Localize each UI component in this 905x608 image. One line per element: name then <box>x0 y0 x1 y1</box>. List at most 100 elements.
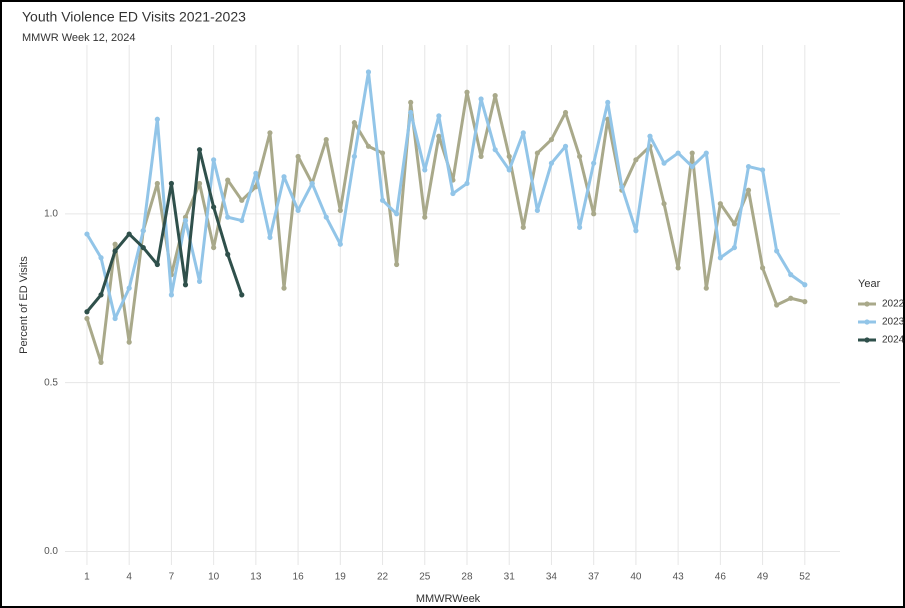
x-tick-label: 19 <box>335 572 347 583</box>
data-point <box>717 255 723 261</box>
data-point <box>365 143 372 149</box>
data-point <box>675 150 681 156</box>
data-point <box>422 167 428 173</box>
legend-label: 2023 <box>882 317 905 328</box>
data-point <box>225 214 231 220</box>
data-point <box>802 299 808 305</box>
legend-label: 2022 <box>882 299 905 310</box>
data-point <box>211 244 217 251</box>
data-point <box>225 251 231 257</box>
x-tick-label: 40 <box>630 572 642 583</box>
data-point <box>225 177 231 183</box>
data-point <box>577 224 583 230</box>
x-tick-label: 25 <box>419 572 431 583</box>
chart-subtitle: MMWR Week 12, 2024 <box>22 32 136 44</box>
data-point <box>84 315 90 322</box>
data-point <box>323 214 329 220</box>
data-point <box>239 217 245 224</box>
data-point <box>98 359 104 366</box>
data-point <box>394 211 400 217</box>
data-point <box>295 207 301 214</box>
legend-title: Year <box>858 278 881 290</box>
data-point <box>168 292 175 298</box>
data-point <box>154 180 160 187</box>
data-point <box>464 180 470 187</box>
data-point <box>506 167 512 173</box>
x-tick-label: 7 <box>169 572 175 583</box>
data-point <box>211 157 217 163</box>
data-point <box>140 228 146 234</box>
data-point <box>196 147 203 153</box>
data-point <box>422 214 428 220</box>
data-point <box>577 153 583 160</box>
y-axis-label: Percent of ED Visits <box>18 256 30 354</box>
data-point <box>379 150 386 156</box>
series-line <box>85 70 806 321</box>
data-point <box>126 285 132 291</box>
data-point <box>295 153 301 160</box>
data-point <box>196 278 203 284</box>
data-point <box>351 153 357 160</box>
data-point <box>154 116 160 122</box>
data-point <box>506 153 512 160</box>
data-point <box>562 109 569 116</box>
x-tick-label: 52 <box>799 572 811 583</box>
data-point <box>548 136 555 143</box>
x-tick-label: 37 <box>588 572 600 583</box>
x-tick-label: 10 <box>208 572 220 583</box>
data-point <box>337 241 343 247</box>
data-point <box>661 201 667 207</box>
data-point <box>591 160 597 166</box>
x-tick-label: 22 <box>377 572 389 583</box>
data-point <box>168 180 175 187</box>
data-point <box>182 217 189 224</box>
x-tick-label: 34 <box>546 572 558 583</box>
x-tick-label: 16 <box>293 572 305 583</box>
data-point <box>98 255 104 261</box>
data-point <box>450 190 456 197</box>
chart-title: Youth Violence ED Visits 2021-2023 <box>22 9 246 25</box>
data-point <box>703 285 709 291</box>
data-point <box>661 160 667 166</box>
data-point <box>605 99 611 106</box>
x-tick-label: 1 <box>84 572 90 583</box>
series-line <box>85 148 244 313</box>
data-point <box>759 265 766 271</box>
data-point <box>745 187 752 193</box>
data-point <box>267 234 273 241</box>
data-point <box>745 163 752 170</box>
data-point <box>84 309 90 315</box>
x-axis-label: MMWRWeek <box>416 593 481 605</box>
data-point <box>408 99 414 106</box>
data-point <box>140 244 146 251</box>
data-point <box>788 272 794 278</box>
data-point <box>112 315 118 322</box>
data-point <box>351 120 357 126</box>
legend-swatch-dot <box>864 337 870 343</box>
data-point <box>365 69 372 75</box>
data-point <box>689 150 695 156</box>
legend-swatch-dot <box>864 319 870 325</box>
data-point <box>239 292 245 298</box>
data-point <box>520 130 526 136</box>
data-point <box>464 89 470 95</box>
data-point <box>281 174 287 180</box>
data-point <box>182 282 189 288</box>
data-point <box>379 197 386 203</box>
data-point <box>267 130 273 136</box>
data-point <box>492 147 498 153</box>
data-point <box>394 261 400 268</box>
data-point <box>408 109 414 116</box>
x-tick-label: 28 <box>461 572 473 583</box>
data-point <box>253 170 259 176</box>
legend-swatch-dot <box>864 301 870 307</box>
data-point <box>98 292 104 298</box>
x-tick-label: 49 <box>757 572 769 583</box>
data-point <box>309 180 315 187</box>
data-point <box>239 197 245 203</box>
data-point <box>689 163 695 170</box>
data-point <box>675 265 681 271</box>
data-point <box>84 231 90 237</box>
x-tick-label: 13 <box>250 572 262 583</box>
data-point <box>492 93 498 99</box>
